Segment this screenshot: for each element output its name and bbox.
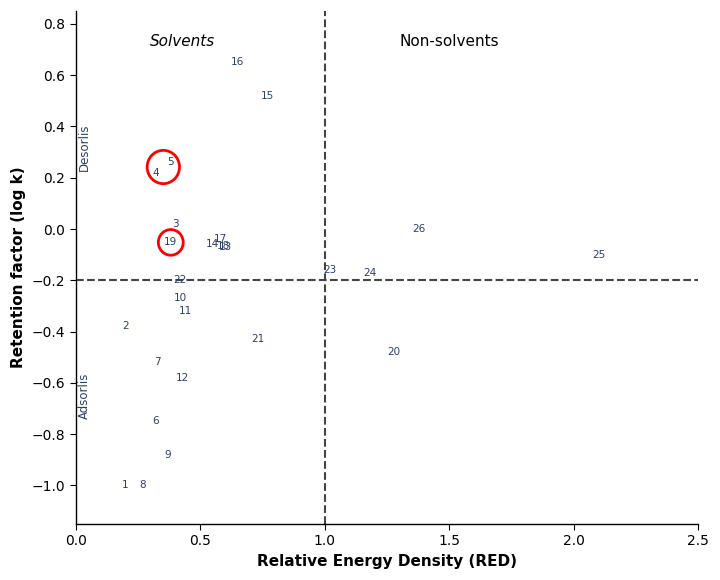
Text: 21: 21 [251,334,264,345]
Text: 5: 5 [167,157,174,168]
Text: 25: 25 [592,250,605,260]
Text: Desorlis: Desorlis [78,124,91,171]
Text: 22: 22 [174,276,187,285]
Text: 1: 1 [122,480,129,491]
Text: 20: 20 [388,347,401,357]
Text: 4: 4 [152,168,158,177]
X-axis label: Relative Energy Density (RED): Relative Energy Density (RED) [257,554,517,569]
Text: 6: 6 [152,416,158,426]
Y-axis label: Retention factor (log k): Retention factor (log k) [11,166,26,368]
Text: 15: 15 [261,90,274,101]
Text: 11: 11 [179,306,192,316]
Text: 16: 16 [231,57,244,67]
Text: Solvents: Solvents [150,34,215,49]
Text: 8: 8 [140,480,146,491]
Text: 18: 18 [217,241,230,251]
Text: 17: 17 [213,234,227,244]
Text: 3: 3 [172,219,179,229]
Text: Non-solvents: Non-solvents [400,34,499,49]
Text: 14: 14 [206,240,219,249]
Text: 7: 7 [155,357,161,367]
Text: 9: 9 [164,450,171,460]
Text: 2: 2 [122,321,129,332]
Text: 26: 26 [413,224,426,234]
Text: Adsorlis: Adsorlis [78,372,91,419]
Text: 13: 13 [218,242,232,252]
Text: 24: 24 [363,267,376,278]
Text: 12: 12 [176,373,189,383]
Text: 23: 23 [323,265,336,275]
Text: 19: 19 [163,237,177,247]
Text: 10: 10 [174,293,186,303]
